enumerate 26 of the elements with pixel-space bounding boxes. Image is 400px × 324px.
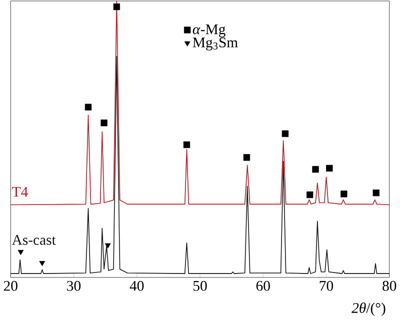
point <box>372 190 380 196</box>
x-tick-label: 30 <box>67 281 81 291</box>
series-label: T4 <box>12 187 28 197</box>
point <box>243 154 250 161</box>
x-tick-label: 80 <box>382 281 396 291</box>
x-tick-label: 60 <box>256 281 270 291</box>
legend-label: Mg$_{3}$Sm <box>192 38 238 51</box>
x-tick-label: 70 <box>320 281 334 291</box>
point <box>104 243 111 249</box>
point <box>100 120 108 126</box>
x-tick-label: 20 <box>4 281 18 291</box>
x-axis-title: 2θ/(°) <box>352 302 386 316</box>
point <box>306 192 314 198</box>
point <box>183 142 190 148</box>
point <box>326 165 333 172</box>
x-tick-label: 40 <box>130 281 144 291</box>
point <box>312 166 319 173</box>
point <box>340 190 348 198</box>
point <box>18 250 24 256</box>
series-label: As-cast <box>12 235 56 246</box>
point <box>39 261 46 266</box>
point <box>113 4 120 10</box>
legend-label: α-Mg <box>192 24 226 38</box>
point <box>84 104 92 111</box>
x-tick-label: 50 <box>194 281 207 291</box>
point <box>282 130 289 138</box>
